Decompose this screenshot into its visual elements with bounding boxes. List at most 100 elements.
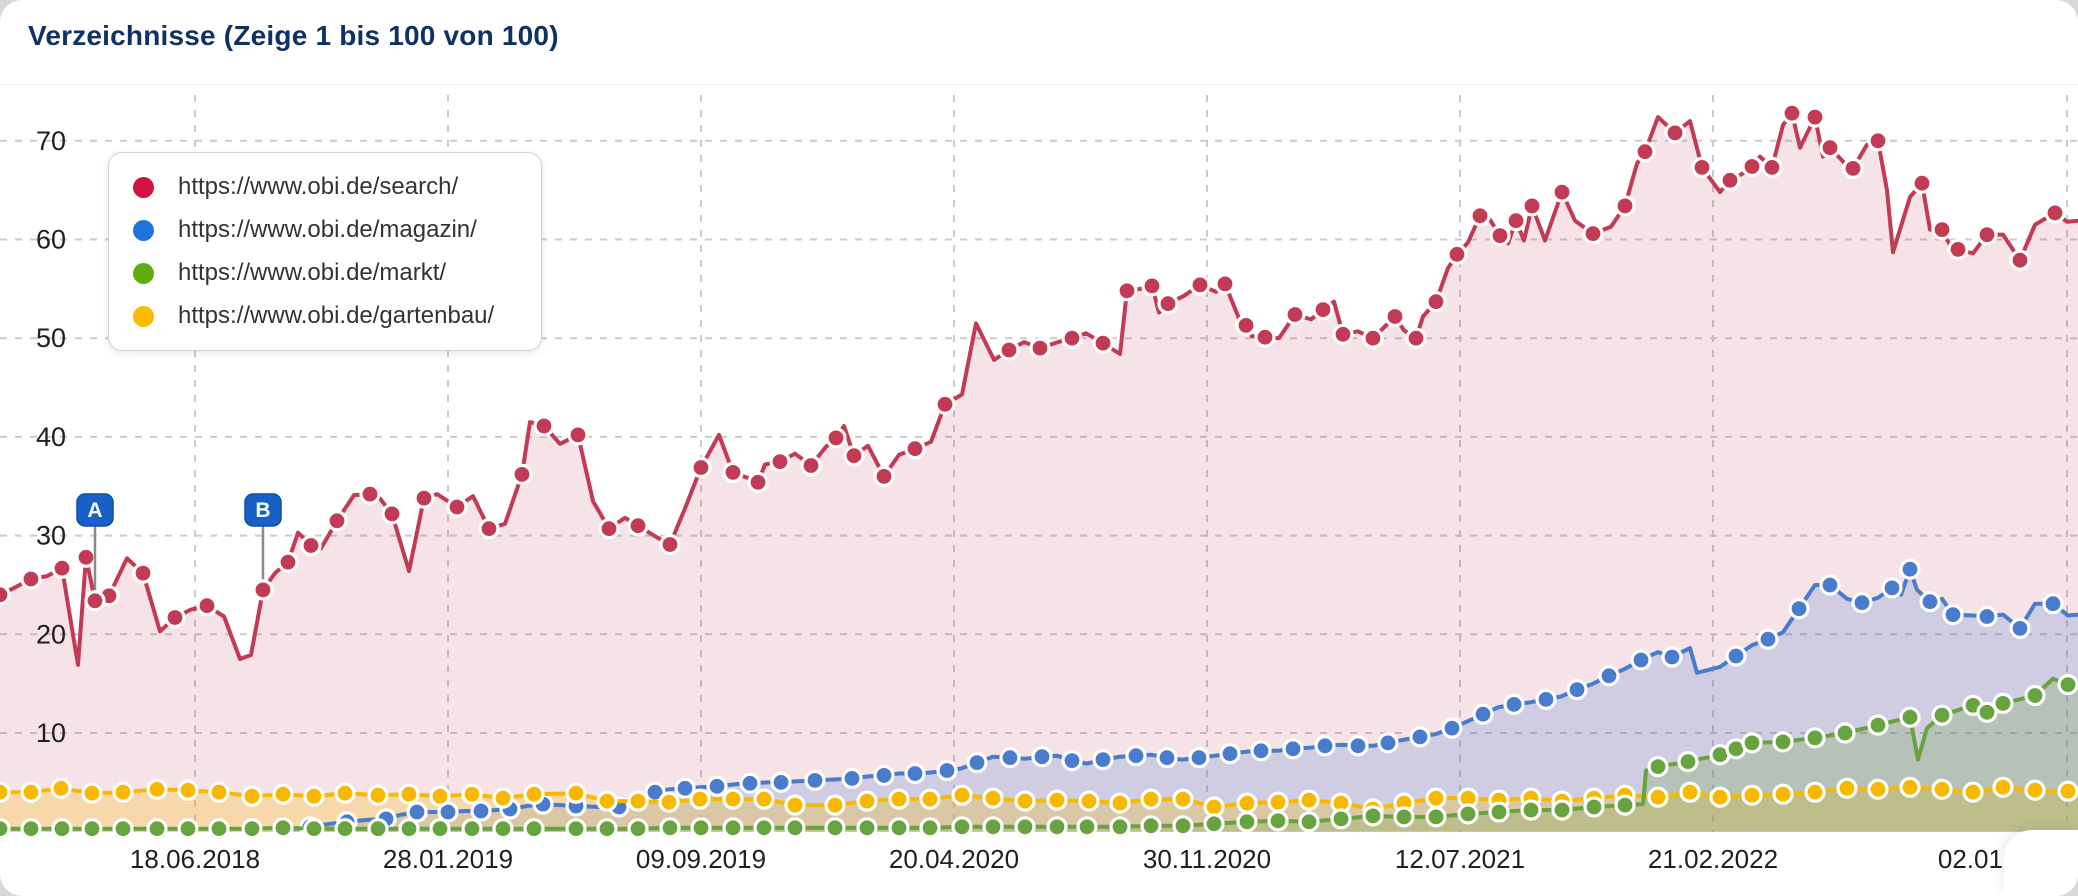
- data-point[interactable]: [747, 471, 769, 493]
- data-point[interactable]: [1931, 704, 1953, 726]
- data-point[interactable]: [334, 818, 356, 840]
- data-point[interactable]: [1188, 747, 1210, 769]
- data-point[interactable]: [2057, 780, 2078, 802]
- data-point[interactable]: [1992, 776, 2014, 798]
- data-point[interactable]: [0, 818, 11, 840]
- data-point[interactable]: [936, 759, 958, 782]
- data-point[interactable]: [1931, 778, 1953, 800]
- data-point[interactable]: [461, 783, 483, 805]
- data-point[interactable]: [1116, 280, 1138, 302]
- data-point[interactable]: [1566, 678, 1588, 701]
- data-point[interactable]: [966, 751, 988, 774]
- data-point[interactable]: [1236, 792, 1258, 814]
- data-point[interactable]: [1976, 701, 1998, 723]
- data-point[interactable]: [1298, 789, 1320, 811]
- data-point[interactable]: [1804, 106, 1826, 128]
- data-point[interactable]: [1282, 738, 1304, 760]
- data-point[interactable]: [627, 818, 649, 840]
- data-point[interactable]: [523, 783, 545, 805]
- data-point[interactable]: [1109, 816, 1131, 838]
- data-point[interactable]: [478, 518, 500, 540]
- data-point[interactable]: [367, 818, 389, 840]
- data-point[interactable]: [1046, 816, 1068, 838]
- data-point[interactable]: [1962, 781, 1984, 803]
- data-point[interactable]: [722, 817, 744, 839]
- data-point[interactable]: [1298, 811, 1320, 833]
- data-point[interactable]: [769, 451, 791, 473]
- data-point[interactable]: [1314, 735, 1336, 757]
- data-point[interactable]: [1061, 749, 1083, 772]
- data-point[interactable]: [690, 817, 712, 839]
- data-point[interactable]: [856, 817, 878, 839]
- data-point[interactable]: [1332, 323, 1354, 345]
- data-point[interactable]: [888, 788, 910, 810]
- legend-item[interactable]: https://www.obi.de/search/: [133, 173, 517, 201]
- data-point[interactable]: [20, 781, 42, 803]
- data-point[interactable]: [272, 817, 294, 839]
- data-point[interactable]: [1156, 747, 1178, 769]
- data-point[interactable]: [951, 816, 973, 838]
- data-point[interactable]: [784, 817, 806, 839]
- data-point[interactable]: [1931, 219, 1953, 241]
- data-point[interactable]: [81, 782, 103, 804]
- data-point[interactable]: [1362, 327, 1384, 349]
- data-point[interactable]: [627, 790, 649, 812]
- data-point[interactable]: [241, 785, 263, 807]
- data-point[interactable]: [689, 788, 711, 810]
- data-point[interactable]: [1488, 801, 1510, 823]
- data-point[interactable]: [1469, 205, 1491, 227]
- data-point[interactable]: [1772, 783, 1794, 805]
- data-point[interactable]: [381, 503, 403, 525]
- data-point[interactable]: [567, 424, 589, 446]
- data-point[interactable]: [1992, 692, 2014, 715]
- data-point[interactable]: [1647, 786, 1669, 808]
- data-point[interactable]: [753, 788, 775, 810]
- data-point[interactable]: [303, 785, 325, 807]
- data-point[interactable]: [533, 415, 555, 437]
- data-point[interactable]: [406, 801, 428, 823]
- data-point[interactable]: [1919, 591, 1941, 613]
- data-point[interactable]: [1014, 816, 1036, 838]
- data-point[interactable]: [112, 781, 134, 803]
- data-point[interactable]: [196, 595, 218, 617]
- data-point[interactable]: [1267, 810, 1289, 832]
- data-point[interactable]: [1598, 665, 1620, 687]
- data-point[interactable]: [1788, 597, 1810, 620]
- data-point[interactable]: [1741, 784, 1763, 806]
- data-point[interactable]: [1503, 693, 1525, 716]
- data-point[interactable]: [20, 568, 42, 590]
- data-point[interactable]: [112, 818, 134, 840]
- data-point[interactable]: [1911, 172, 1933, 194]
- data-point[interactable]: [272, 783, 294, 805]
- data-point[interactable]: [784, 794, 806, 816]
- data-point[interactable]: [164, 606, 186, 629]
- data-point[interactable]: [1804, 727, 1826, 749]
- data-point[interactable]: [1741, 732, 1763, 754]
- data-point[interactable]: [1664, 122, 1686, 144]
- data-point[interactable]: [1172, 788, 1194, 810]
- data-point[interactable]: [359, 483, 381, 505]
- data-point[interactable]: [1819, 574, 1841, 596]
- data-point[interactable]: [1842, 157, 1864, 179]
- data-point[interactable]: [1141, 275, 1163, 297]
- data-point[interactable]: [1942, 603, 1964, 626]
- data-point[interactable]: [1691, 156, 1713, 178]
- data-point[interactable]: [2024, 684, 2046, 707]
- data-point[interactable]: [1661, 646, 1683, 668]
- data-point[interactable]: [300, 534, 322, 557]
- data-point[interactable]: [1393, 806, 1415, 828]
- legend-item[interactable]: https://www.obi.de/markt/: [133, 259, 517, 287]
- data-point[interactable]: [1078, 790, 1100, 812]
- data-point[interactable]: [824, 817, 846, 839]
- data-point[interactable]: [1172, 815, 1194, 837]
- data-point[interactable]: [1834, 722, 1856, 744]
- data-point[interactable]: [177, 779, 199, 801]
- data-point[interactable]: [1189, 274, 1211, 296]
- data-point[interactable]: [1214, 273, 1236, 295]
- data-point[interactable]: [1425, 806, 1447, 828]
- data-point[interactable]: [208, 781, 230, 803]
- data-point[interactable]: [146, 778, 168, 800]
- data-point[interactable]: [596, 790, 618, 812]
- data-point[interactable]: [1425, 787, 1447, 809]
- data-point[interactable]: [843, 445, 865, 467]
